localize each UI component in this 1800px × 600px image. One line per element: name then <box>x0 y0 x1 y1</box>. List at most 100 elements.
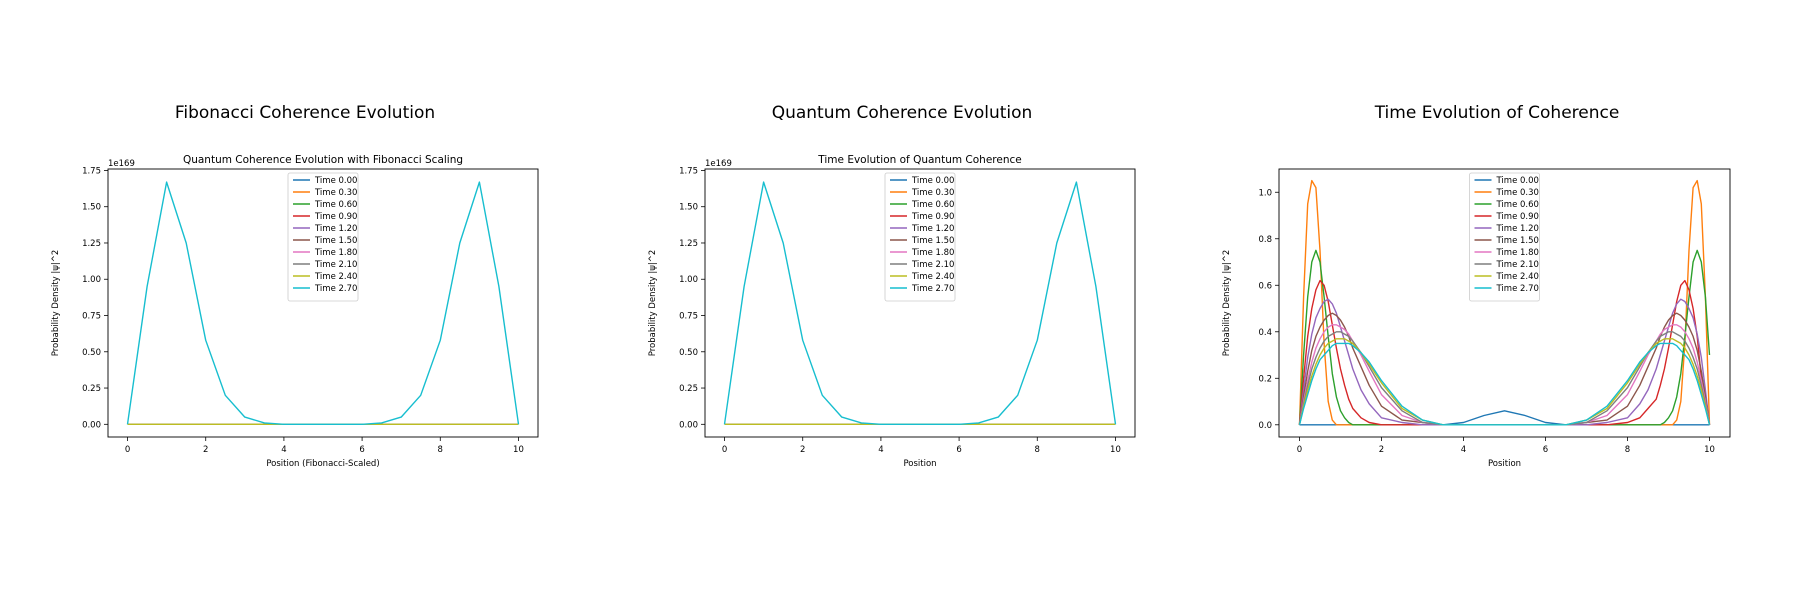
x-tick-label: 10 <box>1110 445 1121 455</box>
legend-box <box>1469 172 1540 302</box>
x-tick-label: 10 <box>1704 445 1715 455</box>
legend-box <box>287 172 359 302</box>
y-axis-label: Probability Density |ψ|^2 <box>1222 250 1232 357</box>
panel-title: Time Evolution of Coherence <box>1374 103 1620 123</box>
y-tick-label: 1.50 <box>82 203 101 213</box>
legend-label: Time 2.70 <box>314 284 357 294</box>
x-tick-label: 0 <box>1297 445 1302 455</box>
y-tick-label: 0.50 <box>679 348 698 358</box>
y-tick-label: 1.25 <box>82 239 101 249</box>
legend-label: Time 0.60 <box>1496 200 1539 210</box>
y-tick-label: 0.75 <box>82 312 101 322</box>
legend-label: Time 0.00 <box>911 176 954 186</box>
x-tick-label: 2 <box>800 445 805 455</box>
legend-label: Time 1.20 <box>314 224 357 234</box>
legend-label: Time 0.30 <box>911 188 954 198</box>
y-offset-text: 1e169 <box>108 159 135 169</box>
y-tick-label: 1.75 <box>679 166 698 176</box>
x-tick-label: 0 <box>125 445 130 455</box>
legend-label: Time 0.60 <box>314 200 357 210</box>
series-lines <box>723 181 1117 425</box>
x-tick-label: 8 <box>438 445 443 455</box>
x-tick-label: 4 <box>1461 445 1466 455</box>
x-tick-label: 2 <box>203 445 208 455</box>
legend-label: Time 2.10 <box>911 260 954 270</box>
chart-panel-1: Fibonacci Coherence Evolution Quantum Coh… <box>51 103 539 469</box>
legend-label: Time 0.30 <box>1496 188 1539 198</box>
x-tick-label: 8 <box>1625 445 1630 455</box>
y-tick-label: 0.00 <box>679 420 698 430</box>
y-tick-label: 1.75 <box>82 166 101 176</box>
legend-label: Time 0.90 <box>314 212 357 222</box>
y-tick-label: 0.00 <box>82 420 101 430</box>
legend-label: Time 2.10 <box>314 260 357 270</box>
legend-label: Time 2.40 <box>911 272 954 282</box>
legend-label: Time 2.10 <box>1496 260 1539 270</box>
legend-label: Time 2.40 <box>1496 272 1539 282</box>
legend-box <box>884 172 956 302</box>
series-line-10 <box>126 181 520 425</box>
legend-label: Time 1.50 <box>911 236 954 246</box>
y-axis-label: Probability Density |ψ|^2 <box>648 250 658 357</box>
y-tick-label: 0.25 <box>82 384 101 394</box>
series-line-10 <box>723 181 1117 425</box>
series-lines <box>1298 179 1711 426</box>
legend-label: Time 0.00 <box>314 176 357 186</box>
series-line-10 <box>1298 342 1711 426</box>
y-tick-label: 0.8 <box>1258 235 1272 245</box>
y-offset-text: 1e169 <box>705 159 732 169</box>
y-tick-label: 0.50 <box>82 348 101 358</box>
chart-panel-3: Time Evolution of Coherence 0 2 4 6 8 10 0.0 0.2… <box>1222 103 1731 469</box>
legend-label: Time 1.80 <box>1496 248 1539 258</box>
y-tick-label: 0.2 <box>1258 374 1272 384</box>
x-tick-label: 6 <box>359 445 364 455</box>
legend-label: Time 0.00 <box>1496 176 1539 186</box>
panel-title: Quantum Coherence Evolution <box>772 103 1033 123</box>
series-lines <box>126 181 520 425</box>
series-line-1 <box>1299 410 1710 426</box>
y-tick-label: 0.6 <box>1258 281 1272 291</box>
legend-label: Time 1.80 <box>911 248 954 258</box>
legend-label: Time 0.30 <box>314 188 357 198</box>
legend-label: Time 1.20 <box>911 224 954 234</box>
y-tick-label: 0.25 <box>679 384 698 394</box>
panel-title: Fibonacci Coherence Evolution <box>175 103 435 123</box>
y-axis-label: Probability Density |ψ|^2 <box>51 250 61 357</box>
legend-label: Time 0.90 <box>1496 212 1539 222</box>
x-axis-label: Position (Fibonacci-Scaled) <box>266 459 379 469</box>
x-tick-label: 0 <box>722 445 727 455</box>
y-tick-label: 1.00 <box>679 275 698 285</box>
x-tick-label: 4 <box>878 445 883 455</box>
legend-label: Time 1.20 <box>1496 224 1539 234</box>
y-tick-label: 1.00 <box>82 275 101 285</box>
legend-label: Time 1.50 <box>314 236 357 246</box>
y-tick-label: 0.0 <box>1258 421 1272 431</box>
x-tick-label: 6 <box>1543 445 1548 455</box>
legend: Time 0.00 Time 0.30 Time 0.60 Time 0.90 Time… <box>1469 172 1540 302</box>
chart-panel-2: Quantum Coherence Evolution Time Evolutio… <box>648 103 1136 469</box>
legend-label: Time 1.50 <box>1496 236 1539 246</box>
x-tick-label: 4 <box>281 445 286 455</box>
axes-title: Quantum Coherence Evolution with Fibonac… <box>183 154 463 166</box>
legend-label: Time 0.60 <box>911 200 954 210</box>
y-tick-label: 1.25 <box>679 239 698 249</box>
x-tick-label: 2 <box>1379 445 1384 455</box>
x-tick-label: 6 <box>956 445 961 455</box>
legend: Time 0.00 Time 0.30 Time 0.60 Time 0.90 Time… <box>287 172 359 302</box>
y-tick-label: 1.0 <box>1258 188 1272 198</box>
x-axis-label: Position <box>903 459 936 469</box>
y-tick-label: 0.4 <box>1258 328 1272 338</box>
legend-label: Time 1.80 <box>314 248 357 258</box>
legend-label: Time 0.90 <box>911 212 954 222</box>
x-tick-label: 8 <box>1035 445 1040 455</box>
legend-label: Time 2.70 <box>1496 284 1539 294</box>
x-axis-label: Position <box>1488 459 1521 469</box>
y-tick-label: 1.50 <box>679 203 698 213</box>
axes-title: Time Evolution of Quantum Coherence <box>817 154 1021 166</box>
legend-label: Time 2.40 <box>314 272 357 282</box>
legend-label: Time 2.70 <box>911 284 954 294</box>
y-tick-label: 0.75 <box>679 312 698 322</box>
x-tick-label: 10 <box>513 445 524 455</box>
legend: Time 0.00 Time 0.30 Time 0.60 Time 0.90 Time… <box>884 172 956 302</box>
